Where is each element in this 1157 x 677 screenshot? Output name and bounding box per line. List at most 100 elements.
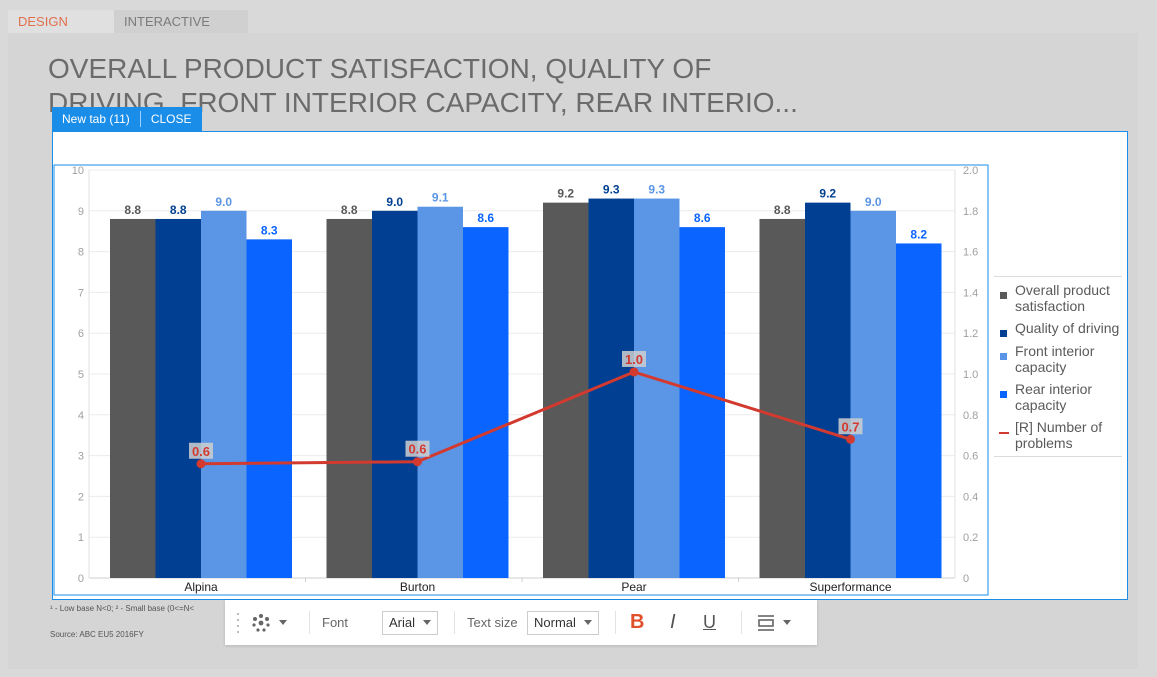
chart[interactable]: 0 1 2 3 4 5 6 7 8 9 10 0 0.2 0.4 0.6 0.8 1.0 1.2 1.4 1.6 1.8… bbox=[53, 164, 989, 596]
y-tick-label: 2 bbox=[78, 491, 84, 503]
text-size-label: Text size bbox=[467, 615, 518, 630]
line-label-bg bbox=[622, 350, 646, 367]
chart-inner-frame bbox=[53, 164, 989, 596]
bar-quality bbox=[372, 210, 418, 579]
text-size-select-box[interactable]: Normal bbox=[527, 610, 599, 635]
bar-value-label: 8.8 bbox=[170, 203, 187, 217]
line-value-label: 0.7 bbox=[841, 419, 859, 434]
legend-item-overall: Overall product satisfaction bbox=[994, 282, 1122, 314]
bar-overall bbox=[110, 218, 156, 578]
underline-button[interactable]: U bbox=[703, 612, 716, 632]
line-value-label: 1.0 bbox=[625, 352, 643, 367]
y-tick-label: 10 bbox=[72, 165, 84, 177]
font-select-value: Arial bbox=[389, 615, 416, 630]
style-picker-button[interactable] bbox=[251, 600, 287, 645]
drag-handle-icon bbox=[237, 612, 239, 633]
y2-tick-label: 1.8 bbox=[963, 206, 978, 218]
bar-value-label: 9.3 bbox=[603, 183, 620, 197]
bar-rear bbox=[246, 239, 292, 579]
font-select[interactable]: Arial bbox=[382, 600, 439, 645]
tab-design-mode[interactable]: DESIGN MODE bbox=[8, 10, 116, 52]
bar-value-label: 9.2 bbox=[557, 187, 574, 201]
line-label-bg bbox=[405, 440, 430, 457]
y-tick-label: 8 bbox=[78, 247, 84, 259]
y2-tick-label: 0.2 bbox=[963, 532, 978, 544]
y-tick-label: 9 bbox=[78, 206, 84, 218]
close-button[interactable]: CLOSE bbox=[150, 112, 192, 126]
legend-label: Rear interior capacity bbox=[1015, 381, 1093, 413]
bar-value-label: 8.8 bbox=[341, 203, 358, 217]
line-value-label: 0.6 bbox=[408, 442, 426, 457]
toolbar-divider bbox=[741, 611, 742, 634]
legend-label: Quality of driving bbox=[1015, 320, 1120, 336]
y2-tick-label: 0.6 bbox=[963, 451, 978, 463]
selection-separator bbox=[139, 111, 141, 127]
y-tick-label: 0 bbox=[78, 573, 84, 585]
text-size-select[interactable]: Normal bbox=[527, 600, 599, 645]
line-point bbox=[629, 367, 639, 377]
source-note: Source: ABC EU5 2016FY bbox=[50, 630, 144, 639]
legend-item-problems: [R] Number of problems bbox=[994, 419, 1122, 451]
line-point bbox=[413, 457, 422, 467]
bar-value-label: 8.3 bbox=[261, 223, 278, 237]
footnote: ¹ - Low base N<0; ² - Small base (0<=N< bbox=[50, 604, 195, 613]
bar-rear bbox=[679, 227, 725, 578]
y2-tick-label: 0.4 bbox=[963, 491, 978, 503]
italic-button[interactable]: I bbox=[670, 611, 676, 633]
legend-item-quality: Quality of driving bbox=[994, 320, 1122, 337]
tab-interactive-mode[interactable]: INTERACTIVE MODE bbox=[114, 10, 248, 52]
y2-tick-label: 2.0 bbox=[963, 165, 978, 177]
legend-label: [R] Number of problems bbox=[1015, 419, 1103, 451]
bar-value-label: 9.0 bbox=[215, 195, 232, 209]
bar-rear bbox=[896, 243, 942, 578]
bar-value-label: 8.2 bbox=[910, 227, 927, 241]
x-category-label: Superformance bbox=[809, 580, 891, 594]
new-tab-button[interactable]: New tab (11) bbox=[62, 112, 130, 126]
line-label-bg bbox=[189, 442, 213, 459]
y-tick-label: 5 bbox=[78, 369, 84, 381]
bar-quality bbox=[805, 202, 851, 578]
y-tick-label: 1 bbox=[78, 532, 84, 544]
legend-swatch bbox=[1000, 330, 1007, 337]
y-tick-label: 4 bbox=[78, 410, 84, 422]
line-problems bbox=[200, 370, 851, 466]
line-label-bg bbox=[838, 418, 863, 435]
legend-swatch bbox=[999, 432, 1009, 434]
bold-button[interactable]: B bbox=[630, 611, 645, 633]
drag-handle[interactable] bbox=[237, 600, 241, 645]
text-format-toolbar: Font Arial Text size Normal B I U bbox=[225, 600, 817, 645]
legend-label: Front interior capacity bbox=[1015, 343, 1095, 375]
legend-item-rear: Rear interior capacity bbox=[994, 381, 1122, 413]
legend-swatch bbox=[1000, 292, 1007, 299]
chart-title[interactable]: OVERALL PRODUCT SATISFACTION, QUALITY OF… bbox=[48, 53, 798, 116]
x-category-label: Alpina bbox=[184, 580, 218, 594]
legend-label: Overall product satisfaction bbox=[1015, 282, 1110, 314]
bar-value-label: 9.2 bbox=[819, 187, 836, 201]
text-size-select-value: Normal bbox=[534, 615, 576, 630]
line-point bbox=[846, 434, 855, 444]
bar-value-label: 9.0 bbox=[865, 195, 882, 209]
bar-rear bbox=[463, 227, 509, 578]
toolbar-divider bbox=[454, 611, 455, 634]
y2-tick-label: 0.8 bbox=[963, 410, 978, 422]
chevron-down-icon bbox=[783, 620, 791, 625]
bar-value-label: 9.0 bbox=[386, 195, 403, 209]
bar-overall bbox=[326, 218, 372, 578]
bar-front bbox=[417, 206, 463, 578]
chevron-down-icon bbox=[423, 620, 432, 625]
bar-overall bbox=[759, 218, 805, 578]
font-select-box[interactable]: Arial bbox=[382, 610, 439, 635]
y2-tick-label: 1.0 bbox=[963, 369, 978, 381]
chart-legend: Overall product satisfaction Quality of d… bbox=[994, 276, 1122, 457]
bar-front bbox=[850, 210, 896, 579]
bar-front bbox=[201, 210, 247, 579]
toolbar-divider bbox=[615, 611, 616, 634]
y2-tick-label: 1.6 bbox=[963, 247, 978, 259]
chevron-down-icon bbox=[279, 620, 287, 625]
bar-overall bbox=[543, 202, 589, 578]
bar-value-label: 8.8 bbox=[774, 203, 791, 217]
line-value-label: 0.6 bbox=[192, 444, 210, 459]
bar-value-label: 9.1 bbox=[432, 191, 449, 205]
text-wrap-button[interactable] bbox=[757, 600, 791, 645]
bar-value-label: 8.6 bbox=[694, 211, 711, 225]
